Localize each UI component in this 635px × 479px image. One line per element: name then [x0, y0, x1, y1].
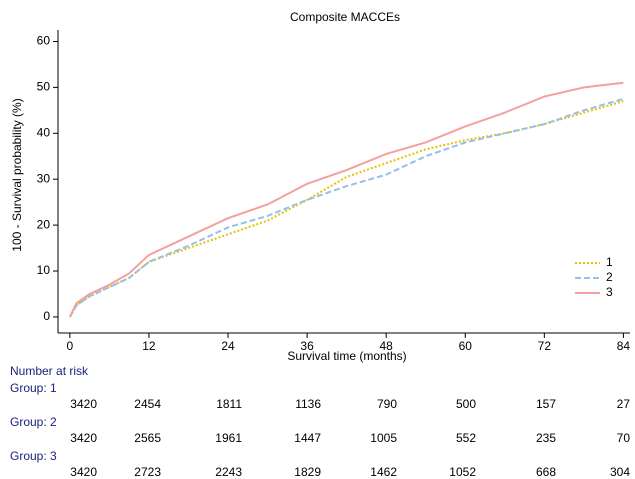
x-tick-label: 36	[300, 339, 314, 353]
risk-count: 1811	[216, 397, 242, 411]
risk-count: 304	[610, 465, 630, 479]
risk-count: 2243	[215, 465, 242, 479]
risk-count: 27	[617, 397, 631, 411]
x-tick-label: 84	[617, 339, 631, 353]
y-tick-label: 60	[37, 34, 51, 48]
y-tick-label: 30	[37, 171, 51, 185]
y-tick-label: 40	[37, 125, 51, 139]
x-tick-label: 60	[459, 339, 473, 353]
x-axis-label: Survival time (months)	[287, 349, 406, 363]
risk-count: 2454	[134, 397, 161, 411]
series-line	[68, 81, 624, 318]
risk-count: 500	[456, 397, 476, 411]
risk-count: 3420	[70, 397, 97, 411]
risk-count: 1005	[370, 431, 397, 445]
risk-group-label: Group: 1	[10, 381, 57, 395]
legend-label: 2	[606, 270, 613, 284]
x-tick-label: 12	[142, 339, 156, 353]
risk-count: 1052	[449, 465, 476, 479]
risk-group-label: Group: 2	[10, 415, 57, 429]
risk-count: 552	[456, 431, 476, 445]
risk-count: 1829	[294, 465, 321, 479]
y-tick-label: 50	[37, 80, 51, 94]
risk-count: 235	[536, 431, 556, 445]
risk-group-label: Group: 3	[10, 449, 57, 463]
risk-count: 1462	[370, 465, 397, 479]
risk-count: 157	[536, 397, 556, 411]
risk-count: 70	[617, 431, 631, 445]
risk-count: 1136	[295, 397, 321, 411]
x-tick-label: 24	[221, 339, 235, 353]
chart-title: Composite MACCEs	[290, 10, 400, 24]
y-tick-label: 10	[37, 263, 51, 277]
y-tick-label: 0	[43, 309, 50, 323]
risk-count: 2723	[134, 465, 161, 479]
series-line	[68, 100, 624, 318]
risk-count: 1447	[294, 431, 321, 445]
series-line	[68, 97, 624, 318]
y-axis-label: 100 - Survival probability (%)	[10, 98, 24, 251]
x-tick-label: 48	[379, 339, 393, 353]
legend-label: 3	[606, 285, 613, 299]
risk-count: 3420	[70, 431, 97, 445]
x-tick-label: 0	[67, 339, 74, 353]
y-tick-label: 20	[37, 217, 51, 231]
risk-count: 3420	[70, 465, 97, 479]
risk-table-title: Number at risk	[10, 364, 89, 378]
risk-count: 668	[536, 465, 556, 479]
risk-count: 1961	[215, 431, 242, 445]
risk-count: 2565	[134, 431, 161, 445]
legend-label: 1	[606, 255, 613, 269]
risk-count: 790	[377, 397, 397, 411]
x-tick-label: 72	[538, 339, 552, 353]
